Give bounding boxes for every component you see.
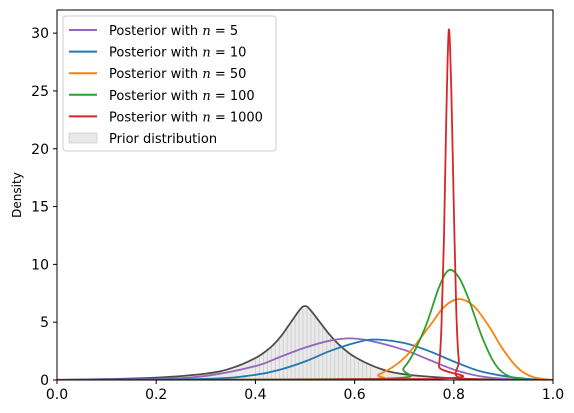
legend-label: Posterior with n = 100 <box>109 89 255 104</box>
legend-item: Prior distribution <box>68 132 217 147</box>
legend: Posterior with n = 5 Posterior with n = 1… <box>62 15 277 152</box>
x-tick-label: 0.0 <box>46 387 68 403</box>
legend-item: Posterior with n = 1000 <box>69 110 263 125</box>
y-axis-label: Density <box>10 172 24 218</box>
legend-label: Posterior with n = 10 <box>109 46 246 61</box>
x-tick-label: 0.8 <box>443 387 465 403</box>
prior-distribution-hatching <box>255 309 371 380</box>
x-axis: 0.0 0.2 0.4 0.6 0.8 1.0 <box>46 380 564 403</box>
series-line-10 <box>57 338 553 380</box>
series-line-1000 <box>57 28 553 380</box>
y-tick-label: 30 <box>31 26 49 42</box>
legend-label: Posterior with n = 5 <box>109 24 238 39</box>
legend-item: Posterior with n = 50 <box>69 67 246 82</box>
x-tick-label: 0.4 <box>244 387 266 403</box>
prior-distribution-area <box>57 306 553 380</box>
legend-item: Posterior with n = 10 <box>69 46 246 61</box>
legend-label: Posterior with n = 50 <box>109 67 246 82</box>
y-tick-label: 15 <box>31 200 49 216</box>
x-tick-label: 1.0 <box>542 387 564 403</box>
y-axis: 0 5 10 15 20 25 30 <box>31 26 57 389</box>
plot-frame <box>56 9 554 381</box>
series-line-5 <box>57 337 553 380</box>
prior-distribution-line <box>57 305 553 380</box>
y-tick-label: 25 <box>31 84 49 100</box>
y-tick-label: 10 <box>31 257 49 273</box>
legend-item: Posterior with n = 5 <box>69 24 238 39</box>
y-tick-label: 20 <box>31 142 49 158</box>
y-tick-label: 5 <box>40 315 49 331</box>
y-tick-label: 0 <box>40 373 49 389</box>
legend-label: Posterior with n = 1000 <box>109 110 263 125</box>
legend-box <box>62 15 277 152</box>
series-layer <box>57 28 553 380</box>
x-tick-label: 0.6 <box>343 387 365 403</box>
x-tick-label: 0.2 <box>145 387 167 403</box>
legend-label: Prior distribution <box>109 132 217 147</box>
legend-swatch <box>68 132 98 144</box>
legend-item: Posterior with n = 100 <box>69 89 255 104</box>
